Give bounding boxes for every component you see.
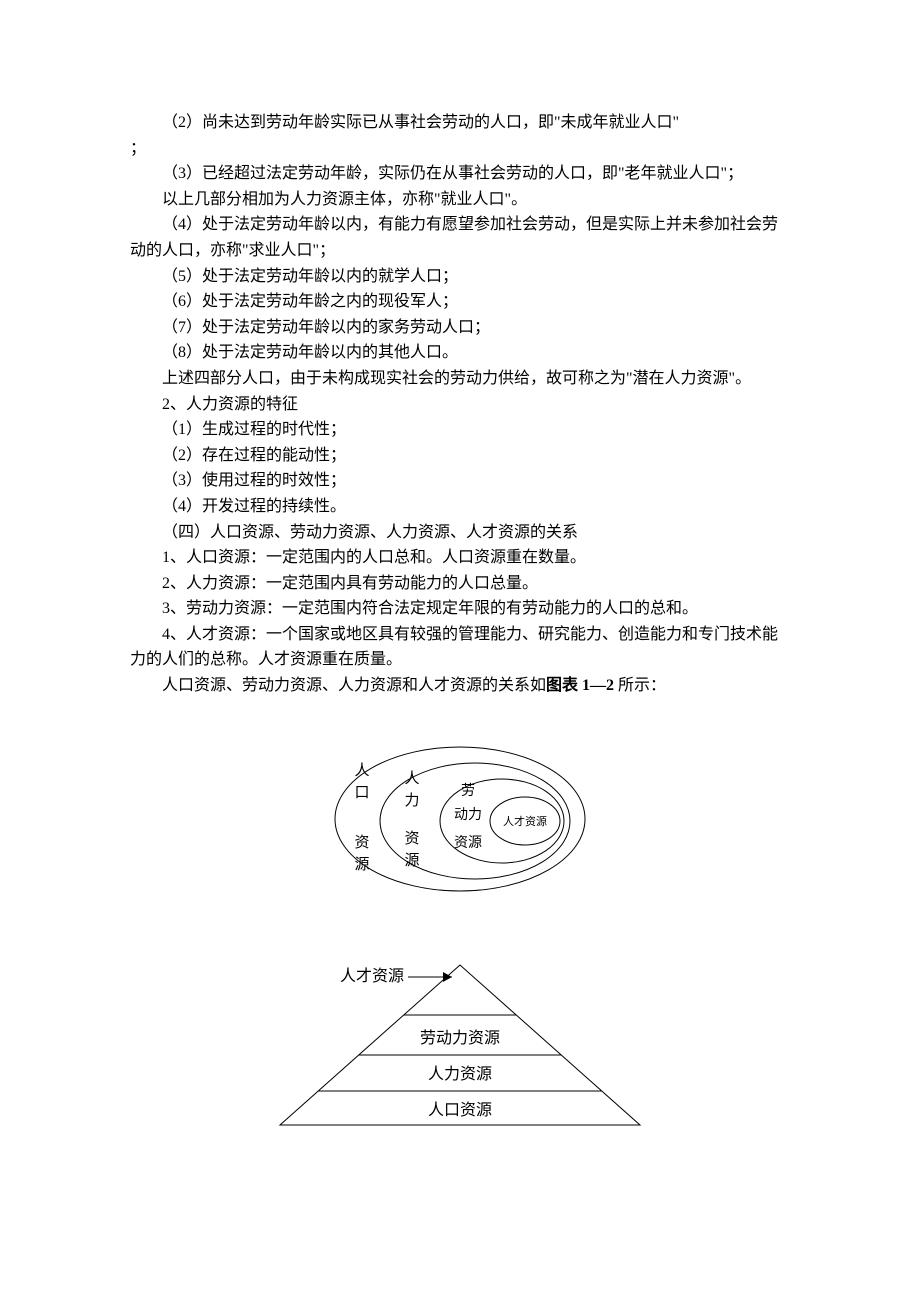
svg-text:劳: 劳 [461, 783, 475, 799]
svg-text:人才资源: 人才资源 [340, 967, 404, 985]
svg-text:力: 力 [404, 792, 419, 809]
body-line: （8）处于法定劳动年龄以内的其他人口。 [130, 340, 790, 366]
body-line: 3、劳动力资源：一定范围内符合法定规定年限的有劳动能力的人口的总和。 [130, 596, 790, 622]
body-line: 上述四部分人口，由于未构成现实社会的劳动力供给，故可称之为"潜在人力资源"。 [130, 366, 790, 392]
body-line: （6）处于法定劳动年龄之内的现役军人； [130, 289, 790, 315]
svg-text:源: 源 [404, 852, 419, 869]
svg-text:人: 人 [404, 770, 419, 787]
final-prefix: 人口资源、劳动力资源、人力资源和人才资源的关系如 [162, 677, 546, 694]
body-line: 2、人力资源：一定范围内具有劳动能力的人口总量。 [130, 571, 790, 597]
body-line: 以上几部分相加为人力资源主体，亦称"就业人口"。 [130, 187, 790, 213]
body-line: （4）处于法定劳动年龄以内，有能力有愿望参加社会劳动，但是实际上并未参加社会劳动… [130, 212, 790, 263]
body-line: 2、人力资源的特征 [130, 392, 790, 418]
svg-text:人: 人 [354, 762, 369, 779]
venn-diagram: 人口资源人力资源劳动力资源人才资源 [130, 739, 790, 918]
svg-text:人力资源: 人力资源 [428, 1065, 492, 1083]
body-line: （1）生成过程的时代性； [130, 417, 790, 443]
body-line: （7）处于法定劳动年龄以内的家务劳动人口； [130, 315, 790, 341]
svg-text:资源: 资源 [454, 835, 482, 851]
final-suffix: 所示： [618, 677, 666, 694]
svg-text:人才资源: 人才资源 [503, 814, 547, 828]
body-line: （5）处于法定劳动年龄以内的就学人口； [130, 264, 790, 290]
figure-ref-bold: 图表 1—2 [546, 677, 618, 694]
svg-text:劳动力资源: 劳动力资源 [420, 1029, 500, 1047]
body-line: （4）开发过程的持续性。 [130, 494, 790, 520]
body-line: 1、人口资源：一定范围内的人口总和。人口资源重在数量。 [130, 545, 790, 571]
svg-text:资: 资 [404, 830, 419, 847]
svg-text:动力: 动力 [454, 807, 482, 823]
body-line: （3）使用过程的时效性； [130, 468, 790, 494]
body-line: （3）已经超过法定劳动年龄，实际仍在从事社会劳动的人口，即"老年就业人口"； [130, 161, 790, 187]
body-line: ； [130, 136, 790, 162]
svg-text:人口资源: 人口资源 [428, 1101, 492, 1119]
body-line: （2）尚未达到劳动年龄实际已从事社会劳动的人口，即"未成年就业人口" [130, 110, 790, 136]
body-line: （2）存在过程的能动性； [130, 443, 790, 469]
svg-text:资: 资 [354, 834, 369, 851]
document-page: （2）尚未达到劳动年龄实际已从事社会劳动的人口，即"未成年就业人口" ； （3）… [0, 0, 920, 1206]
body-line-final: 人口资源、劳动力资源、人力资源和人才资源的关系如图表 1—2 所示： [130, 673, 790, 699]
svg-text:源: 源 [354, 856, 369, 873]
body-line: （四）人口资源、劳动力资源、人力资源、人才资源的关系 [130, 520, 790, 546]
body-line: 4、人才资源：一个国家或地区具有较强的管理能力、研究能力、创造能力和专门技术能力… [130, 622, 790, 673]
svg-text:口: 口 [354, 785, 369, 801]
pyramid-diagram: 人才资源劳动力资源人力资源人口资源 [130, 957, 790, 1146]
